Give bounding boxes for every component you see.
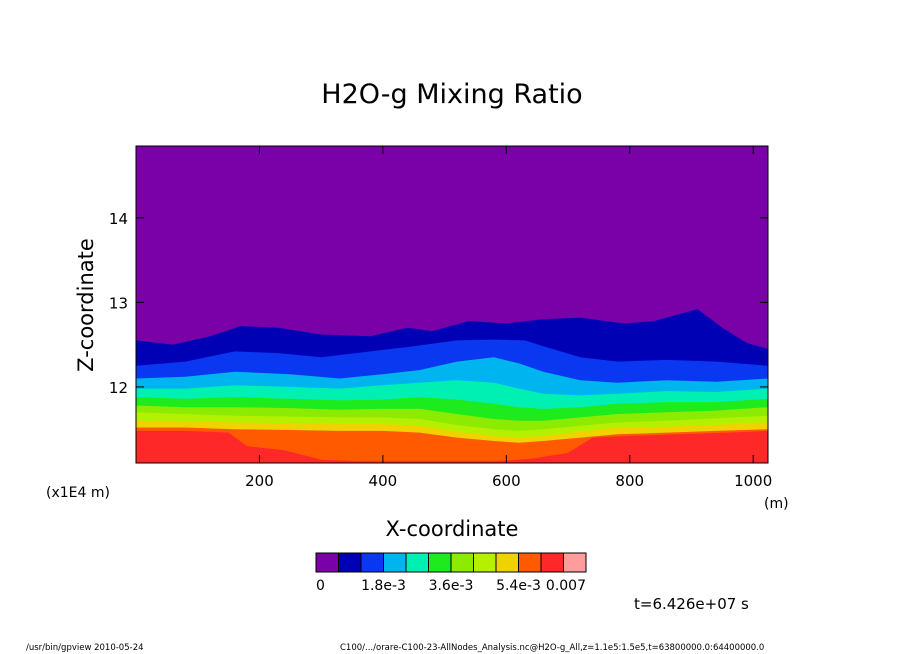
y-axis-label: Z-coordinate bbox=[74, 238, 98, 372]
colorbar-cell bbox=[338, 552, 362, 573]
x-axis-label: X-coordinate bbox=[386, 517, 519, 541]
colorbar-cell bbox=[315, 552, 339, 573]
x-tick-label: 200 bbox=[245, 472, 274, 490]
time-label: t=6.426e+07 s bbox=[634, 595, 749, 613]
x-tick-label: 1000 bbox=[734, 472, 772, 490]
y-axis-ticks: 12 13 14 bbox=[109, 210, 768, 397]
y-tick-label: 14 bbox=[109, 210, 128, 228]
chart-title: H2O-g Mixing Ratio bbox=[321, 79, 582, 110]
colorbar-cell bbox=[563, 552, 587, 573]
colorbar-cell bbox=[428, 552, 452, 573]
colorbar-cell bbox=[540, 552, 564, 573]
contour-band-10 bbox=[136, 430, 768, 463]
colorbar-cell bbox=[518, 552, 542, 573]
footer-left: /usr/bin/gpview 2010-05-24 bbox=[26, 643, 144, 653]
colorbar-cell bbox=[405, 552, 429, 573]
colorbar bbox=[315, 552, 587, 573]
y-unit-label: (x1E4 m) bbox=[46, 485, 110, 501]
y-tick-label: 13 bbox=[109, 294, 128, 312]
x-tick-label: 400 bbox=[369, 472, 398, 490]
colorbar-label: 3.6e-3 bbox=[429, 578, 474, 594]
plot-frame bbox=[135, 145, 769, 464]
x-unit-label: (m) bbox=[764, 496, 789, 512]
x-tick-label: 800 bbox=[615, 472, 644, 490]
colorbar-cell bbox=[473, 552, 497, 573]
colorbar-labels: 0 1.8e-3 3.6e-3 5.4e-3 0.007 bbox=[316, 578, 586, 594]
footer-right: C100/.../orare-C100-23-AllNodes_Analysis… bbox=[340, 643, 764, 653]
colorbar-label: 0 bbox=[316, 578, 325, 594]
colorbar-label: 1.8e-3 bbox=[361, 578, 406, 594]
x-axis-ticks: 200 400 600 800 1000 bbox=[245, 146, 772, 490]
y-tick-label: 12 bbox=[109, 379, 128, 397]
x-tick-label: 600 bbox=[492, 472, 521, 490]
colorbar-cell bbox=[450, 552, 474, 573]
colorbar-cell bbox=[360, 552, 384, 573]
colorbar-label: 0.007 bbox=[546, 578, 586, 594]
contour-plot bbox=[136, 146, 768, 463]
colorbar-label: 5.4e-3 bbox=[496, 578, 541, 594]
colorbar-cell bbox=[495, 552, 519, 573]
colorbar-cell bbox=[383, 552, 407, 573]
